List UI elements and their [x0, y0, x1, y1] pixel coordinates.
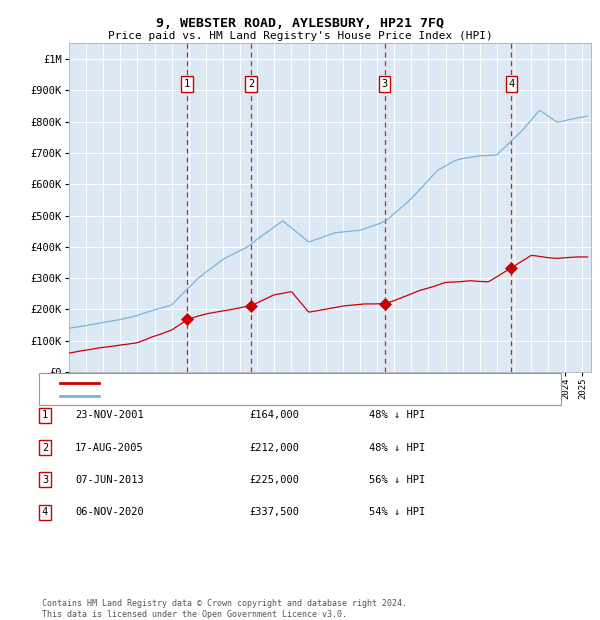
Text: 4: 4 [42, 507, 48, 517]
Text: 56% ↓ HPI: 56% ↓ HPI [369, 475, 425, 485]
Text: 07-JUN-2013: 07-JUN-2013 [75, 475, 144, 485]
Text: 06-NOV-2020: 06-NOV-2020 [75, 507, 144, 517]
Text: 9, WEBSTER ROAD, AYLESBURY, HP21 7FQ: 9, WEBSTER ROAD, AYLESBURY, HP21 7FQ [156, 17, 444, 30]
Text: 4: 4 [508, 79, 515, 89]
Text: HPI: Average price, detached house, Buckinghamshire: HPI: Average price, detached house, Buck… [107, 391, 406, 401]
Text: 48% ↓ HPI: 48% ↓ HPI [369, 443, 425, 453]
Text: 1: 1 [184, 79, 190, 89]
Text: 1: 1 [42, 410, 48, 420]
Text: £164,000: £164,000 [249, 410, 299, 420]
Text: 23-NOV-2001: 23-NOV-2001 [75, 410, 144, 420]
Text: Price paid vs. HM Land Registry's House Price Index (HPI): Price paid vs. HM Land Registry's House … [107, 31, 493, 41]
Text: Contains HM Land Registry data © Crown copyright and database right 2024.
This d: Contains HM Land Registry data © Crown c… [42, 600, 407, 619]
Text: 2: 2 [248, 79, 254, 89]
Text: £225,000: £225,000 [249, 475, 299, 485]
Text: 3: 3 [382, 79, 388, 89]
Text: 3: 3 [42, 475, 48, 485]
Text: £337,500: £337,500 [249, 507, 299, 517]
Text: £212,000: £212,000 [249, 443, 299, 453]
Text: 9, WEBSTER ROAD, AYLESBURY, HP21 7FQ (detached house): 9, WEBSTER ROAD, AYLESBURY, HP21 7FQ (de… [107, 378, 418, 388]
Text: 17-AUG-2005: 17-AUG-2005 [75, 443, 144, 453]
Text: 48% ↓ HPI: 48% ↓ HPI [369, 410, 425, 420]
Text: 54% ↓ HPI: 54% ↓ HPI [369, 507, 425, 517]
Text: 2: 2 [42, 443, 48, 453]
